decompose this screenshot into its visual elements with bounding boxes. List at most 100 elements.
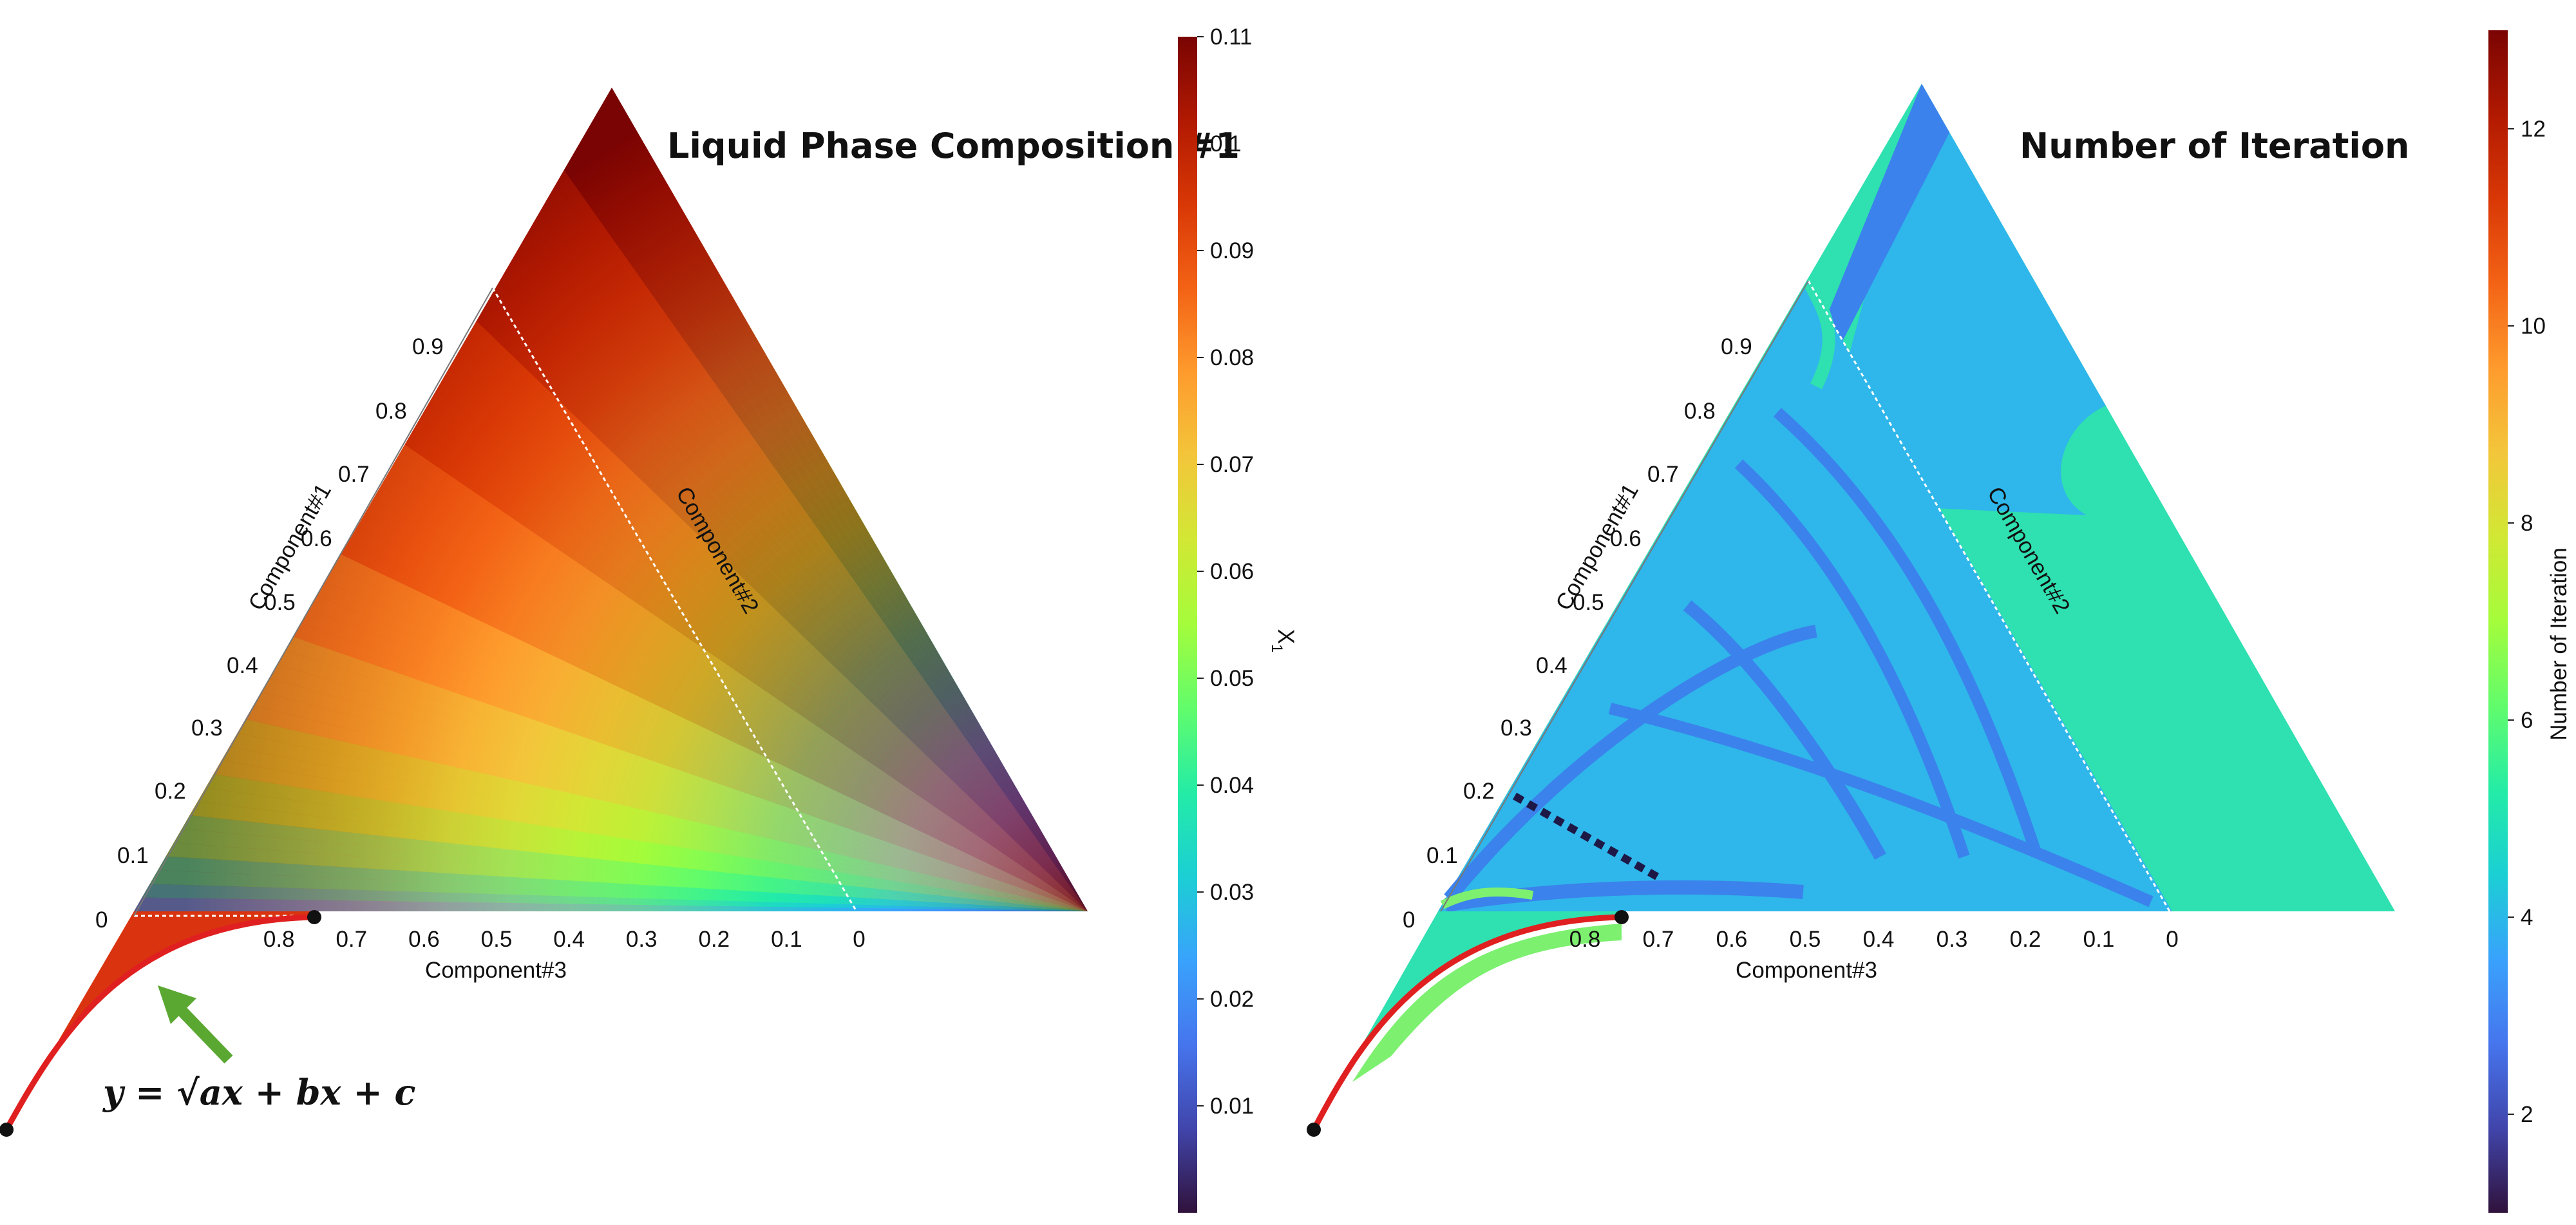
inner-band-1 [1444,625,1817,903]
heatmap-band [540,197,1088,911]
heatmap-band [142,884,1088,911]
colorbar-tick-label: 0.09 [1210,238,1254,263]
comp3-tick: 0.7 [336,927,367,952]
heatmap-band [548,184,1088,911]
heatmap-band [301,609,1088,911]
formula-annotation: y = √ax + bx + c [102,1072,415,1113]
annotation-arrow [158,985,233,1064]
heatmap-band [468,321,1088,911]
comp1-tick-0.2: 0.2 [1463,779,1495,804]
heatmap-band [500,266,1088,911]
comp3-tick: 0 [853,927,865,952]
component3-axis-right: 0.8 0.7 0.6 0.5 0.4 0.3 0.2 0.1 0 [1569,927,2179,952]
comp3-axis-label: Component#3 [1736,958,1877,983]
comp1-tick-0.6: 0.6 [301,526,332,551]
heatmap-band [158,856,1088,911]
inner-region [1438,281,2172,911]
comp3-tick: 0.4 [1863,927,1895,952]
heatmap-band [213,760,1088,911]
heatmap-band [508,252,1088,911]
inner-green-edge [1804,280,1835,390]
comp1-tick-0.7: 0.7 [1647,462,1679,487]
inner-band-2 [1683,600,1886,860]
heatmap-band [261,678,1088,911]
heatmap-band [245,705,1088,911]
colorbar-left-label: X1 [1268,629,1298,653]
component3-axis-left: 0.8 0.7 0.6 0.5 0.4 0.3 0.2 0.1 0 [263,927,866,952]
comp1-tick-0.3: 0.3 [1501,716,1532,741]
comp3-tick: 0.1 [771,927,802,952]
heatmap-band [476,307,1088,911]
comp3-tick: 0.3 [1937,927,1968,952]
heatmap-band [293,623,1088,911]
colorbar-tick-label: 0.1 [1210,131,1242,157]
comp1-tick-0.5: 0.5 [264,590,296,615]
tip-region-right [1314,911,1622,1130]
heatmap-band [404,430,1088,911]
fitted-curve-right [1307,910,1629,1137]
fitted-curve-line [1311,914,1625,1133]
heatmap-band [428,389,1088,911]
colorbar-left-scale [1178,37,1197,1213]
curve-end-point [307,910,321,924]
heatmap-band [325,568,1088,911]
heatmap-band [580,128,1088,911]
heatmap-band [333,554,1088,911]
colorbar-right-label: Number of Iteration [2546,547,2571,741]
colorbar-left: 0.01 0.02 0.03 0.04 0.05 0.06 0.07 0.08 0.09 0.1 0… [1178,24,1298,1213]
heatmap-band [222,746,1088,911]
inner-band-3 [1734,459,1970,859]
comp3-tick: 0.3 [626,927,658,952]
comp3-tick: 0.8 [263,927,295,952]
heatmap-band [421,403,1088,911]
inner-iteration-region [1437,280,2174,917]
heatmap-band [556,169,1088,911]
comp1-tick-0.1: 0.1 [1426,843,1458,868]
heatmap-band [277,650,1088,911]
heatmap-band [460,334,1088,911]
comp3-tick: 0.4 [553,927,585,952]
diagonal-dashes [1513,792,1663,883]
heatmap-band [412,417,1088,911]
comp3-tick: 0.6 [1716,927,1748,952]
heatmap-band [388,458,1088,911]
fitted-curve-line [3,914,317,1133]
heatmap-band [452,348,1088,911]
comp3-tick: 0.2 [698,927,730,952]
comp3-tick: 0.5 [1790,927,1821,952]
composition-heatmap [134,88,1088,911]
comp1-tick-0.1: 0.1 [117,843,149,868]
colorbar-tick-label: 10 [2521,314,2546,339]
comp1-tick-0: 0 [1403,907,1415,933]
heatmap-band [205,774,1088,911]
colorbar-tick-label: 0.03 [1210,880,1254,905]
heatmap-band [397,444,1088,911]
comp1-tick-0.7: 0.7 [338,462,370,487]
heatmap-band [285,636,1088,911]
comp3-tick: 0.2 [2010,927,2041,952]
colorbar-tick-label: 2 [2521,1102,2533,1127]
heatmap-band [524,225,1088,911]
comp3-axis-label: Component#3 [425,958,567,983]
comp1-tick-0.2: 0.2 [155,779,186,804]
comp1-tick-0.9: 0.9 [412,334,444,359]
comp3-tick: 0 [2166,927,2178,952]
colorbar-tick-label: 0.01 [1210,1094,1254,1119]
heatmap-band [182,815,1088,911]
heatmap-band [166,842,1088,911]
heatmap-band [253,691,1088,911]
panel-liquid-composition: Liquid Phase Composition #1 0 0.1 0.2 0.… [0,24,1298,1213]
inner-band-5 [1608,703,2154,907]
colorbar-right: 2 4 6 8 10 12 Number of Iteration [2488,30,2571,1213]
colorbar-tick-label: 0.04 [1210,773,1254,798]
heatmap-band [492,280,1088,911]
chart-title-right: Number of Iteration [2020,126,2409,166]
comp3-tick: 0.1 [2083,927,2115,952]
colorbar-tick-label: 4 [2521,905,2533,930]
comp1-tick-0: 0 [95,907,108,933]
heatmap-band [269,664,1088,911]
heatmap-band [341,540,1088,911]
comp1-tick-0.8: 0.8 [1684,399,1716,424]
heatmap-band [444,362,1088,911]
inner-subtriangle [133,287,860,917]
